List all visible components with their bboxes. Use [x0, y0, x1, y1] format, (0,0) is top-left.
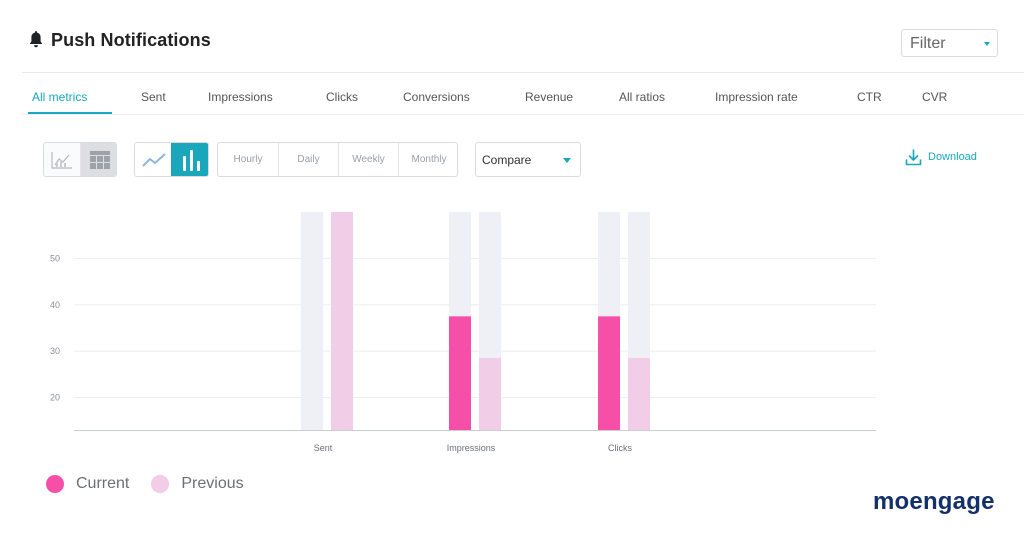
- legend-item-current[interactable]: Current: [46, 475, 129, 493]
- divider: [22, 72, 1024, 73]
- table-view-icon: [89, 150, 110, 169]
- bar-previous-impressions: [479, 358, 501, 430]
- x-tick-label: Sent: [314, 443, 333, 453]
- bar-previous-clicks: [628, 358, 650, 430]
- active-tab-indicator: [28, 112, 112, 114]
- header: Push Notifications Filter: [0, 0, 1024, 73]
- chevron-down-icon: [563, 158, 571, 163]
- hourly-button[interactable]: Hourly: [218, 143, 279, 176]
- tab-cvr[interactable]: CVR: [922, 90, 948, 104]
- bar-chart-icon: [182, 149, 200, 171]
- weekly-button[interactable]: Weekly: [339, 143, 399, 176]
- daily-button[interactable]: Daily: [279, 143, 339, 176]
- legend-label-current: Current: [76, 475, 130, 492]
- x-tick-label: Clicks: [608, 443, 632, 453]
- y-tick-label: 30: [50, 346, 60, 356]
- line-chart-button[interactable]: [135, 143, 172, 176]
- download-icon: [905, 148, 922, 165]
- filter-label: Filter: [910, 35, 946, 52]
- tab-all-ratios[interactable]: All ratios: [619, 90, 666, 104]
- chart-view-icon: [51, 151, 72, 169]
- bar-previous-sent: [331, 212, 353, 430]
- chart-type-toggle: [134, 142, 209, 177]
- bar-chart-button[interactable]: [171, 143, 208, 176]
- bar-current-clicks: [598, 316, 620, 430]
- chevron-down-icon: [984, 42, 990, 46]
- monthly-button[interactable]: Monthly: [411, 154, 447, 165]
- tab-revenue[interactable]: Revenue: [525, 90, 574, 104]
- tab-impression-rate[interactable]: Impression rate: [715, 90, 798, 104]
- y-tick-label: 20: [50, 393, 60, 403]
- chart-legend: Current Previous: [46, 473, 266, 495]
- metric-tabs: All metrics Sent Impressions Clicks Conv…: [0, 73, 1024, 115]
- view-toggle: [43, 142, 117, 177]
- bell-icon: [29, 31, 43, 48]
- legend-label-previous: Previous: [181, 475, 244, 492]
- moengage-logo: moengage: [873, 488, 995, 515]
- tab-sent[interactable]: Sent: [141, 90, 166, 104]
- filter-dropdown[interactable]: Filter: [901, 29, 998, 57]
- tab-ctr[interactable]: CTR: [857, 90, 882, 104]
- line-chart-icon: [141, 152, 166, 167]
- download-button[interactable]: Download: [905, 148, 977, 166]
- legend-item-previous[interactable]: Previous: [151, 475, 244, 493]
- bar-current-impressions: [449, 316, 471, 430]
- divider: [22, 114, 1024, 115]
- page-title: Push Notifications: [51, 30, 211, 50]
- bar-track: [301, 212, 323, 430]
- x-tick-label: Impressions: [447, 443, 496, 453]
- y-tick-label: 50: [50, 253, 60, 263]
- compare-label: Compare: [482, 153, 532, 167]
- tab-impressions[interactable]: Impressions: [208, 90, 273, 104]
- y-tick-label: 40: [50, 300, 60, 310]
- legend-swatch-current: [46, 475, 64, 493]
- compare-dropdown[interactable]: Compare: [475, 142, 581, 177]
- granularity-selector: Hourly Daily Weekly Monthly: [217, 142, 458, 177]
- tab-all-metrics[interactable]: All metrics: [32, 90, 88, 104]
- tab-conversions[interactable]: Conversions: [403, 90, 470, 104]
- download-label: Download: [928, 151, 977, 163]
- table-view-button[interactable]: [81, 143, 116, 176]
- chart-view-button[interactable]: [44, 143, 81, 176]
- tab-clicks[interactable]: Clicks: [326, 90, 358, 104]
- legend-swatch-previous: [151, 475, 170, 493]
